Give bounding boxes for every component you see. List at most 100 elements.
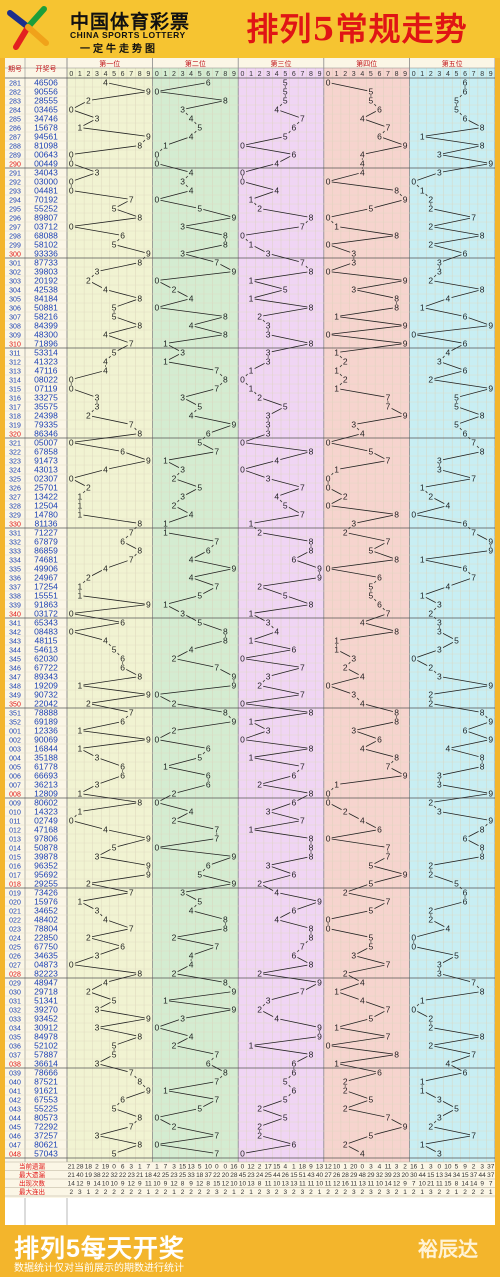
digit-mark: 0 [69,222,74,232]
digit-mark-bg [341,528,349,537]
digit-mark: 7 [386,960,391,970]
digit-mark: 9 [488,546,493,556]
digit-mark-bg [367,1095,375,1104]
digit-mark: 1 [420,483,425,493]
digit-mark-bg [221,96,229,105]
digit-mark: 0 [155,303,160,313]
issue-label: 007 [9,783,21,790]
digit-mark: 3 [351,726,356,736]
digit-mark: 4 [446,294,451,304]
digit-mark: 6 [463,564,468,574]
digit-mark: 7 [300,942,305,952]
digit-mark: 0 [411,654,416,664]
digit-mark: 3 [95,1059,100,1069]
digit-mark-bg [444,582,452,591]
digit-mark: 0 [326,915,331,925]
digit-mark: 2 [172,654,177,664]
digit-mark: 5 [197,438,202,448]
issue-label: 026 [9,954,21,961]
draw-number: 03172 [34,609,58,619]
digit-mark-bg [375,132,384,141]
digit-mark: 0 [69,816,74,826]
digit-mark: 5 [369,906,374,916]
digit-mark-bg [110,312,118,321]
digit-mark: 6 [377,132,382,142]
digit-mark: 7 [300,816,305,826]
draw-number: 55225 [34,1104,58,1114]
digit-mark: 2 [257,780,262,790]
digit-mark: 1 [249,609,254,619]
digit-mark-bg [161,528,170,537]
stat-value: 15 [444,1181,452,1188]
digit-mark: 6 [120,1095,125,1105]
issue-label: 032 [9,1008,21,1015]
stat-value: 16 [230,1164,238,1171]
digit-mark-bg [67,384,75,393]
draw-number: 12809 [34,789,58,799]
digit-mark-bg [324,177,332,186]
digit-mark: 6 [463,726,468,736]
stat-value: 14 [461,1181,469,1188]
draw-number: 74681 [34,555,58,565]
digit-mark-bg [392,708,401,717]
draw-number: 30912 [34,1023,58,1033]
digit-mark-bg [119,663,127,672]
digit-mark-bg [478,843,486,852]
stat-value: 3 [480,1164,484,1171]
digit-mark: 5 [197,591,202,601]
digit-mark: 0 [155,1140,160,1150]
digit-mark: 3 [351,285,356,295]
digit-mark-bg [478,852,486,861]
digit-mark-bg [204,744,212,753]
trend-line-2 [155,82,236,1154]
draw-number: 04481 [34,186,58,196]
digit-header-label: 7 [472,71,476,78]
digit-mark-bg [221,627,229,636]
digit-mark-bg [187,555,195,564]
digit-mark: 1 [77,492,82,502]
digit-mark-bg [178,1014,187,1023]
digit-mark: 8 [394,186,399,196]
draw-number: 91621 [34,1086,58,1096]
stat-value: 3 [352,1189,356,1196]
digit-mark: 6 [463,897,468,907]
digit-mark: 2 [86,987,91,997]
digit-mark-bg [307,546,315,555]
digit-mark: 7 [129,924,134,934]
draw-number: 89807 [34,213,58,223]
digit-mark: 8 [480,1032,485,1042]
stat-value: 10 [102,1181,110,1188]
issue-label: 327 [9,495,21,502]
digit-mark-bg [144,690,152,699]
issue-label: 303 [9,279,21,286]
digit-mark: 7 [300,483,305,493]
digit-mark: 3 [180,1014,185,1024]
issue-label: 304 [9,288,21,295]
digit-mark: 2 [172,726,177,736]
digit-mark-bg [76,123,84,132]
digit-mark: 2 [428,609,433,619]
stat-value: 2 [198,1189,202,1196]
digit-mark: 8 [394,303,399,313]
issue-label: 319 [9,423,21,430]
digit-mark: 6 [291,906,296,916]
digit-mark: 9 [488,384,493,394]
digit-mark-bg [101,915,110,924]
issue-label: 043 [9,1107,21,1114]
issue-label: 309 [9,333,21,340]
draw-number: 82223 [34,969,58,979]
digit-mark: 5 [283,78,288,88]
digit-mark-bg [256,204,264,213]
digit-mark: 3 [266,807,271,817]
digit-mark: 2 [257,879,262,889]
digit-mark: 9 [403,321,408,331]
digit-mark-bg [119,762,127,771]
digit-mark-bg [187,951,195,960]
digit-mark: 3 [351,654,356,664]
digit-mark: 6 [291,798,296,808]
digit-mark-bg [170,285,178,294]
stat-value: 2 [258,1189,262,1196]
digit-mark-bg [144,735,152,744]
stat-value: 3 [301,1189,305,1196]
digit-mark-bg [461,249,469,258]
